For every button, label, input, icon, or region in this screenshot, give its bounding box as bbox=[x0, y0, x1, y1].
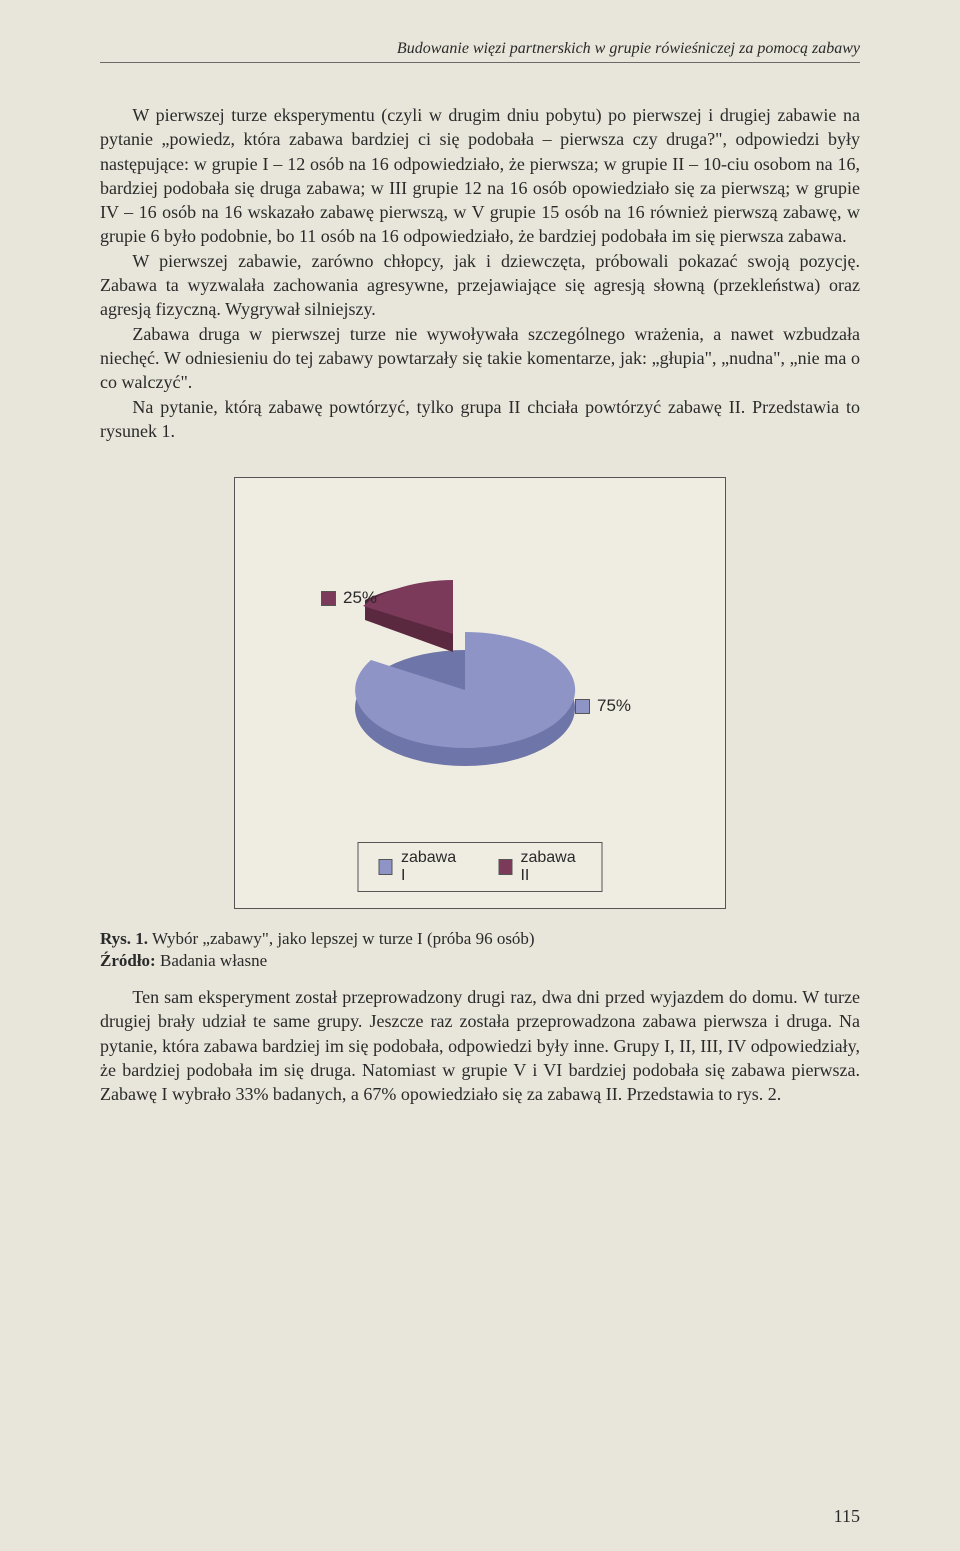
figure-source-text: Badania własne bbox=[156, 951, 267, 970]
chart-label-75-text: 75% bbox=[597, 696, 631, 716]
chart-legend: zabawa I zabawa II bbox=[358, 842, 603, 892]
para-5: Ten sam eksperyment został przeprowadzon… bbox=[100, 985, 860, 1106]
legend-swatch-2-icon bbox=[498, 859, 512, 875]
swatch-75-icon bbox=[575, 699, 590, 714]
chart-label-25-text: 25% bbox=[343, 588, 377, 608]
figure-1-chart: 25% 75% bbox=[234, 477, 726, 909]
legend-label-2: zabawa II bbox=[520, 849, 581, 885]
chart-label-25: 25% bbox=[321, 588, 377, 608]
legend-item-1: zabawa I bbox=[379, 849, 459, 885]
pie-icon bbox=[235, 478, 725, 848]
figure-caption-text: Wybór „zabawy", jako lepszej w turze I (… bbox=[148, 929, 535, 948]
para-4: Na pytanie, którą zabawę powtórzyć, tylk… bbox=[100, 395, 860, 444]
figure-caption: Rys. 1. Wybór „zabawy", jako lepszej w t… bbox=[100, 929, 860, 949]
figure-source-label: Źródło: bbox=[100, 951, 156, 970]
legend-item-2: zabawa II bbox=[498, 849, 582, 885]
para-2: W pierwszej zabawie, zarówno chłopcy, ja… bbox=[100, 249, 860, 322]
chart-label-75: 75% bbox=[575, 696, 631, 716]
figure-source: Źródło: Badania własne bbox=[100, 951, 860, 971]
para-1: W pierwszej turze eksperymentu (czyli w … bbox=[100, 103, 860, 249]
figure-caption-label: Rys. 1. bbox=[100, 929, 148, 948]
swatch-25-icon bbox=[321, 591, 336, 606]
legend-swatch-1-icon bbox=[379, 859, 393, 875]
para-3: Zabawa druga w pierwszej turze nie wywoł… bbox=[100, 322, 860, 395]
running-header: Budowanie więzi partnerskich w grupie ró… bbox=[100, 40, 860, 63]
legend-label-1: zabawa I bbox=[401, 849, 458, 885]
page-number: 115 bbox=[834, 1506, 860, 1527]
